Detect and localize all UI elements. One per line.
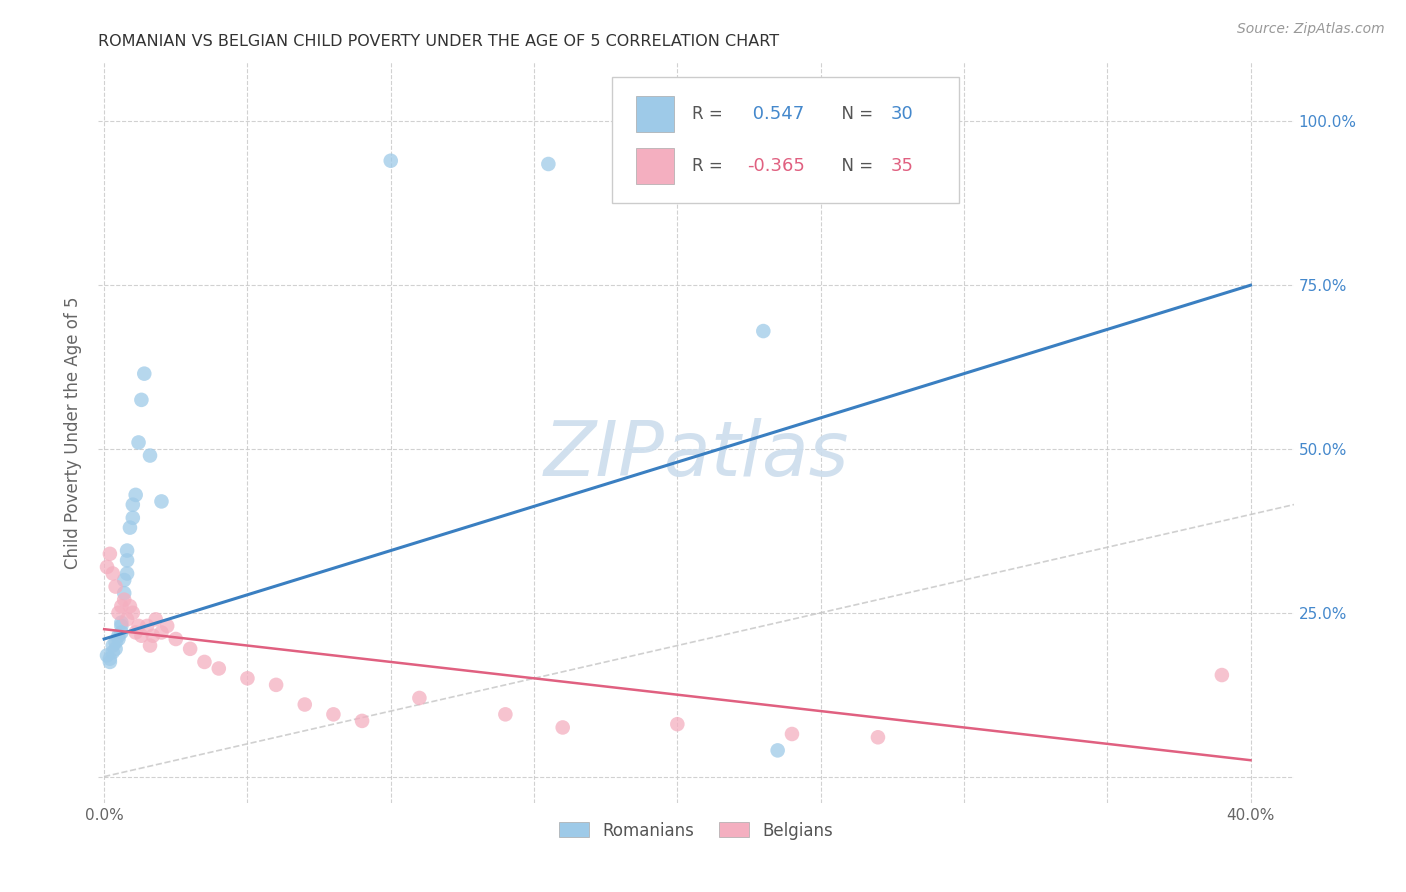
Point [142, 629, 165, 643]
Point [98, 655, 121, 669]
Point [104, 641, 127, 656]
Point [104, 580, 127, 594]
Point [131, 629, 153, 643]
Point [110, 619, 132, 633]
Point [131, 392, 153, 407]
Point [121, 498, 143, 512]
Point [101, 639, 124, 653]
Point [150, 494, 173, 508]
Point [165, 632, 187, 646]
Point [866, 731, 889, 745]
Point [124, 488, 146, 502]
Point [115, 543, 138, 558]
Point [537, 157, 560, 171]
Text: R =: R = [692, 105, 728, 123]
Point [193, 655, 215, 669]
Legend: Romanians, Belgians: Romanians, Belgians [553, 815, 839, 847]
Text: ROMANIAN VS BELGIAN CHILD POVERTY UNDER THE AGE OF 5 CORRELATION CHART: ROMANIAN VS BELGIAN CHILD POVERTY UNDER … [98, 34, 779, 49]
Point [145, 612, 167, 626]
Point [121, 510, 143, 524]
Point [110, 615, 132, 630]
FancyBboxPatch shape [637, 148, 675, 184]
Y-axis label: Child Poverty Under the Age of 5: Child Poverty Under the Age of 5 [65, 296, 83, 569]
Point [139, 639, 162, 653]
Point [110, 599, 132, 614]
Point [752, 324, 775, 338]
Point [101, 566, 124, 581]
Point [352, 714, 374, 728]
Text: 0.547: 0.547 [748, 105, 804, 123]
Text: 30: 30 [891, 105, 914, 123]
Point [139, 449, 162, 463]
Text: Source: ZipAtlas.com: Source: ZipAtlas.com [1237, 22, 1385, 37]
Point [179, 641, 201, 656]
Text: R =: R = [692, 157, 728, 175]
Point [150, 625, 173, 640]
Point [107, 629, 129, 643]
Point [101, 645, 124, 659]
Point [264, 678, 287, 692]
Point [322, 707, 344, 722]
Point [118, 521, 141, 535]
Text: 35: 35 [891, 157, 914, 175]
Point [124, 625, 146, 640]
Point [156, 619, 179, 633]
FancyBboxPatch shape [637, 96, 675, 132]
Point [128, 619, 150, 633]
Point [666, 717, 689, 731]
Point [294, 698, 316, 712]
Point [208, 661, 231, 675]
Point [494, 707, 516, 722]
Point [408, 690, 430, 705]
Point [766, 743, 789, 757]
Point [551, 721, 574, 735]
Point [110, 625, 132, 640]
Text: N =: N = [831, 157, 879, 175]
Point [104, 635, 127, 649]
Point [780, 727, 803, 741]
Point [128, 435, 150, 450]
Point [115, 566, 138, 581]
Point [96, 648, 118, 663]
Point [98, 547, 121, 561]
Point [96, 560, 118, 574]
Point [121, 606, 143, 620]
Point [112, 586, 135, 600]
Point [98, 651, 121, 665]
Text: -0.365: -0.365 [748, 157, 806, 175]
Point [136, 619, 159, 633]
Point [112, 573, 135, 587]
Point [118, 599, 141, 614]
Text: N =: N = [831, 105, 879, 123]
Point [236, 671, 259, 685]
Point [115, 553, 138, 567]
FancyBboxPatch shape [613, 78, 959, 203]
Point [107, 632, 129, 646]
Point [1211, 668, 1233, 682]
Point [115, 612, 138, 626]
Text: ZIPatlas: ZIPatlas [543, 417, 849, 491]
Point [134, 367, 156, 381]
Point [107, 606, 129, 620]
Point [112, 592, 135, 607]
Point [380, 153, 402, 168]
